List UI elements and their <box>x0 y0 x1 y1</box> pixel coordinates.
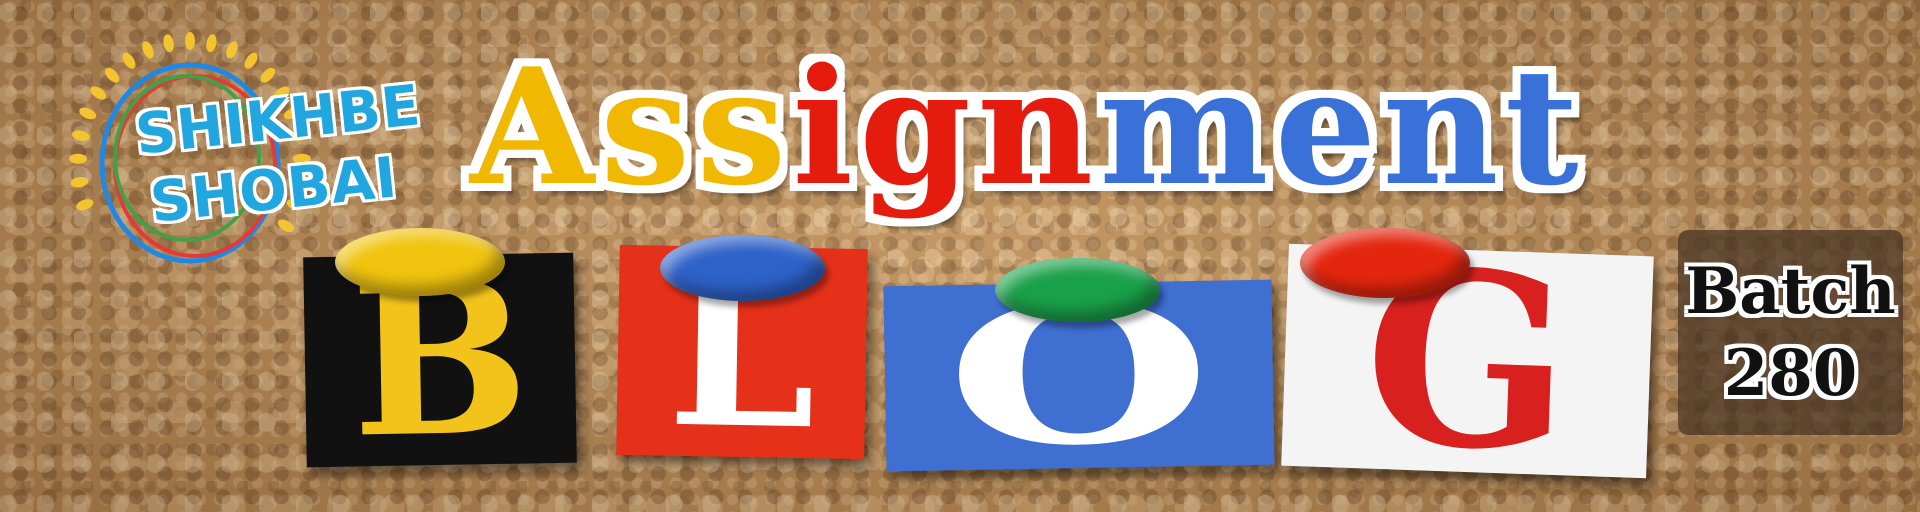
yellow-pin-icon <box>335 228 505 296</box>
sun-ray-icon <box>142 41 154 59</box>
title-part-yellow: Ass <box>470 33 793 221</box>
blue-pin-icon <box>660 235 825 301</box>
batch-label: Batch <box>1685 253 1896 329</box>
sun-ray-icon <box>72 130 90 141</box>
sun-ray-icon <box>286 199 304 211</box>
title-part-red: ign <box>792 33 1100 221</box>
red-pin-icon <box>1300 228 1470 298</box>
batch-badge: Batch 280 <box>1678 230 1903 435</box>
sun-ray-icon <box>273 86 290 100</box>
batch-number: 280 <box>1723 335 1858 411</box>
sun-ray-icon <box>69 153 88 164</box>
shikhbe-shobai-logo: SHIKHBE SHOBAI <box>55 18 435 298</box>
sun-ray-icon <box>291 176 310 188</box>
sun-ray-icon <box>90 86 107 100</box>
sun-ray-icon <box>290 130 308 141</box>
title-part-blue: ment <box>1099 33 1585 221</box>
sun-ray-icon <box>283 107 301 120</box>
sun-ray-icon <box>244 52 258 69</box>
sun-ray-icon <box>292 153 311 164</box>
sun-ray-icon <box>277 219 295 233</box>
sun-ray-icon <box>76 199 94 211</box>
page-title: Assignment <box>470 40 1700 215</box>
sun-ray-icon <box>226 41 238 59</box>
sun-ray-icon <box>104 67 120 83</box>
sun-ray-icon <box>79 107 97 120</box>
green-pin-icon <box>995 258 1160 322</box>
sun-ray-icon <box>163 34 174 53</box>
sun-ray-icon <box>206 34 217 53</box>
sun-circle-logo-icon <box>69 32 311 264</box>
sun-ray-icon <box>122 52 136 69</box>
sun-ray-icon <box>185 32 195 50</box>
sun-ray-icon <box>70 176 89 188</box>
sun-ray-icon <box>260 67 276 83</box>
